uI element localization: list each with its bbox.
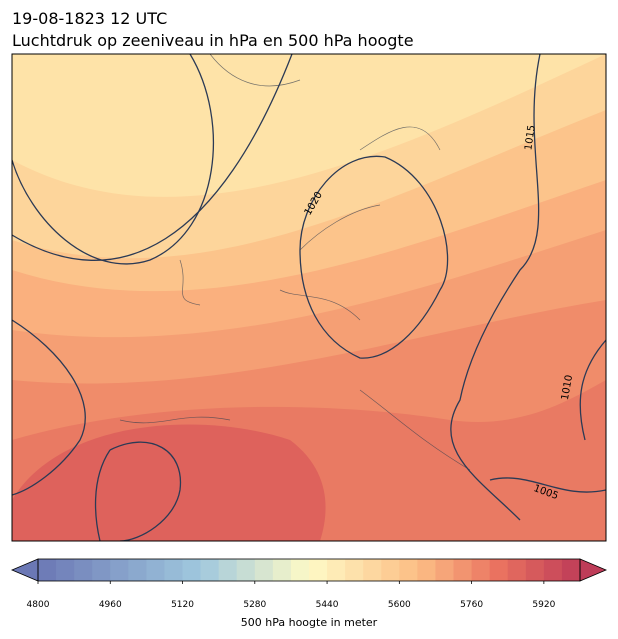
- colorbar-cell: [272, 559, 292, 581]
- isobar: [450, 54, 541, 521]
- colorbar-tick-label: 5600: [388, 600, 411, 610]
- colorbar-tick-label: 5440: [316, 600, 339, 610]
- colorbar-cell: [110, 559, 129, 581]
- colorbar-tick-label: 5280: [243, 600, 266, 610]
- map: [12, 54, 606, 541]
- map-title: Luchtdruk op zeeniveau in hPa en 500 hPa…: [12, 31, 414, 50]
- colorbar-extend: [10, 558, 39, 582]
- isobar: [12, 319, 86, 496]
- colorbar-cell: [290, 559, 310, 581]
- colorbar-cell: [309, 559, 328, 581]
- colorbar-tick-label: 4960: [99, 600, 122, 610]
- coastline: [119, 54, 471, 471]
- date-title: 19-08-1823 12 UTC: [12, 9, 167, 28]
- isobar: [579, 339, 606, 441]
- isobar: [299, 155, 449, 359]
- colorbar-tick-label: 4800: [27, 600, 50, 610]
- isobar-label: 1010: [560, 374, 575, 401]
- colorbar-label: 500 hPa hoogte in meter: [241, 616, 378, 629]
- colorbar-cell: [363, 559, 382, 581]
- colorbar-tick-label: 5760: [460, 600, 483, 610]
- colorbar-tick-label: 5920: [532, 600, 555, 610]
- colorbar-cell: [56, 559, 75, 581]
- isobar: [489, 477, 606, 493]
- map-frame: [11, 53, 607, 542]
- colorbar-cell: [489, 559, 509, 581]
- colorbar-cell: [128, 559, 147, 581]
- colorbar-cell: [146, 559, 165, 581]
- colorbar-cell: [543, 559, 563, 581]
- colorbar-extend: [579, 558, 608, 582]
- isobar: [94, 441, 182, 541]
- colorbar-cell: [38, 559, 57, 581]
- colorbar-tick-label: 5120: [171, 600, 194, 610]
- colorbar-cell: [471, 559, 491, 581]
- colorbar-cell: [561, 559, 581, 581]
- colorbar-cell: [236, 559, 256, 581]
- band: [12, 424, 326, 541]
- colorbar-cell: [345, 559, 364, 581]
- colorbar-cell: [200, 559, 220, 581]
- colorbar-cell: [453, 559, 473, 581]
- colorbar-cell: [254, 559, 274, 581]
- isobar: [12, 54, 293, 261]
- isobar: [12, 54, 214, 265]
- colorbar: 4800 4960 5120 5280 5440 5600 5760 5920: [10, 558, 608, 610]
- colorbar-cell: [525, 559, 545, 581]
- colorbar-frame: [37, 558, 581, 582]
- colorbar-cell: [74, 559, 93, 581]
- colorbar-cell: [507, 559, 527, 581]
- isobar-label: 1015: [523, 124, 537, 151]
- colorbar-cell: [92, 559, 111, 581]
- colorbar-cell: [327, 559, 346, 581]
- colorbar-cell: [435, 559, 455, 581]
- colorbar-cell: [381, 559, 400, 581]
- colorbar-cell: [399, 559, 418, 581]
- colorbar-cell: [218, 559, 238, 581]
- colorbar-cell: [417, 559, 436, 581]
- colorbar-cell: [182, 559, 202, 581]
- colorbar-cell: [164, 559, 184, 581]
